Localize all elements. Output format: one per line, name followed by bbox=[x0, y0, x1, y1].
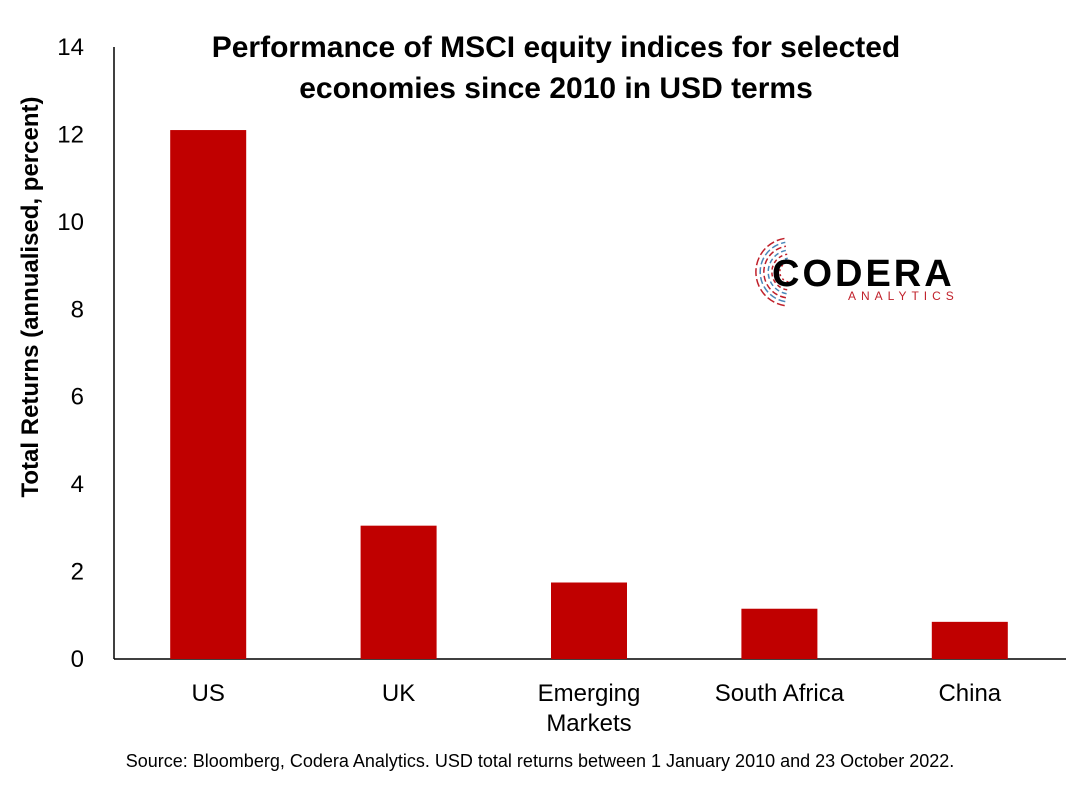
x-tick-labels: US UK Emerging Markets South Africa China bbox=[192, 680, 1002, 737]
bar bbox=[551, 582, 627, 659]
x-tick-label: US bbox=[192, 680, 225, 707]
bars bbox=[170, 130, 1008, 660]
logo-name: CODERA bbox=[772, 253, 955, 295]
y-axis-label: Total Returns (annualised, percent) bbox=[17, 97, 44, 498]
y-tick-label: 4 bbox=[71, 471, 84, 498]
x-tick-label: Emerging bbox=[538, 680, 641, 707]
y-tick-label: 10 bbox=[57, 209, 84, 236]
x-tick-label: South Africa bbox=[715, 680, 845, 707]
codera-logo-mark bbox=[755, 237, 789, 307]
bar bbox=[741, 608, 818, 659]
y-tick-label: 12 bbox=[57, 121, 84, 148]
source-note: Source: Bloomberg, Codera Analytics. USD… bbox=[126, 751, 954, 771]
y-tick-label: 6 bbox=[71, 384, 84, 411]
y-ticks: 0 2 4 6 8 10 12 14 bbox=[57, 34, 84, 673]
y-tick-label: 0 bbox=[71, 646, 84, 673]
logo-arc bbox=[779, 261, 789, 283]
bar bbox=[170, 130, 247, 660]
x-tick-label: Markets bbox=[546, 710, 631, 737]
logo-arc bbox=[759, 241, 786, 303]
x-tick-label: China bbox=[938, 680, 1001, 707]
y-tick-label: 2 bbox=[71, 559, 84, 586]
logo-arc bbox=[763, 245, 787, 299]
chart-title-line-1: Performance of MSCI equity indices for s… bbox=[212, 31, 901, 64]
y-tick-label: 14 bbox=[57, 34, 84, 61]
codera-logo: CODERA ANALYTICS bbox=[755, 237, 959, 307]
bar bbox=[360, 525, 437, 659]
logo-arc bbox=[755, 237, 785, 307]
y-tick-label: 8 bbox=[71, 296, 84, 323]
x-tick-label: UK bbox=[382, 680, 415, 707]
logo-arc bbox=[771, 253, 788, 291]
chart-title-line-2: economies since 2010 in USD terms bbox=[299, 72, 813, 105]
logo-subtitle: ANALYTICS bbox=[848, 289, 959, 303]
logo-arc bbox=[775, 257, 788, 287]
bar bbox=[931, 621, 1008, 659]
